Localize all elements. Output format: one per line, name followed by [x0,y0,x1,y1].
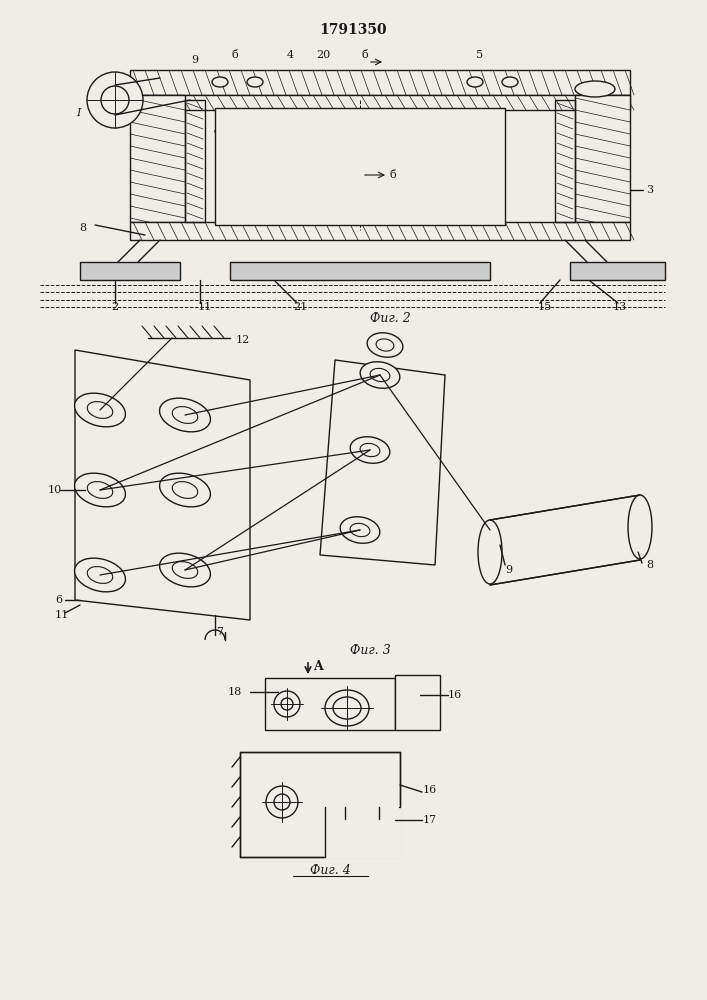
Text: б: б [232,50,238,60]
Text: Фиг. 4: Фиг. 4 [310,863,351,876]
Ellipse shape [160,398,211,432]
Bar [240,752,400,857]
Ellipse shape [212,77,228,87]
Ellipse shape [340,517,380,543]
Text: 9: 9 [505,565,512,575]
Ellipse shape [173,407,198,423]
Bar [555,100,575,222]
Ellipse shape [325,690,369,726]
Text: Фиг. 3: Фиг. 3 [350,644,390,656]
Bar [130,95,185,222]
Bar [185,100,205,222]
Text: 17: 17 [423,815,437,825]
Text: 8: 8 [646,560,653,570]
Text: 20: 20 [316,50,330,60]
Text: I: I [76,108,80,118]
Ellipse shape [74,473,125,507]
Text: 2: 2 [112,302,119,312]
Ellipse shape [628,495,652,559]
Ellipse shape [478,520,502,584]
Bar [215,108,505,225]
Ellipse shape [173,562,198,578]
Bar [575,95,630,222]
Bar [80,262,180,280]
Text: б: б [361,50,368,60]
Ellipse shape [467,77,483,87]
Text: 15: 15 [538,302,552,312]
Ellipse shape [160,553,211,587]
Bar [570,262,665,280]
Ellipse shape [160,473,211,507]
Ellipse shape [350,437,390,463]
Circle shape [101,86,129,114]
Circle shape [274,691,300,717]
Ellipse shape [333,697,361,719]
Ellipse shape [247,77,263,87]
Text: Фиг. 2: Фиг. 2 [370,312,410,324]
Bar [130,222,630,240]
Text: 11: 11 [198,302,212,312]
Ellipse shape [87,567,112,583]
Ellipse shape [87,482,112,498]
Ellipse shape [87,402,112,418]
Text: 12: 12 [236,335,250,345]
Text: 5: 5 [477,50,484,60]
Ellipse shape [360,443,380,457]
Ellipse shape [74,393,125,427]
Text: 4: 4 [286,50,293,60]
Text: 1791350: 1791350 [319,23,387,37]
Ellipse shape [370,368,390,382]
Ellipse shape [376,339,394,351]
Text: A: A [313,660,323,674]
Ellipse shape [173,482,198,498]
Bar [130,70,630,95]
Text: 3: 3 [646,185,653,195]
Polygon shape [320,360,445,565]
Bar [230,262,490,280]
Text: 16: 16 [423,785,437,795]
Ellipse shape [367,333,403,357]
Text: 7: 7 [216,627,223,637]
Circle shape [281,698,293,710]
Circle shape [266,786,298,818]
Text: 21: 21 [293,302,307,312]
Ellipse shape [575,81,615,97]
Ellipse shape [74,558,125,592]
Bar [130,95,630,110]
Polygon shape [75,350,250,620]
Text: 13: 13 [613,302,627,312]
Text: 6: 6 [55,595,62,605]
Circle shape [274,794,290,810]
Text: 10: 10 [48,485,62,495]
Text: б: б [390,170,397,180]
Ellipse shape [360,362,400,388]
Polygon shape [490,495,640,585]
Bar [265,678,395,730]
Ellipse shape [350,523,370,537]
Text: 9: 9 [192,55,199,65]
Circle shape [87,72,143,128]
Ellipse shape [502,77,518,87]
Bar [325,807,400,857]
Text: 8: 8 [79,223,86,233]
Text: 16: 16 [448,690,462,700]
Text: 18: 18 [228,687,242,697]
Text: 11: 11 [55,610,69,620]
Bar [395,675,440,730]
